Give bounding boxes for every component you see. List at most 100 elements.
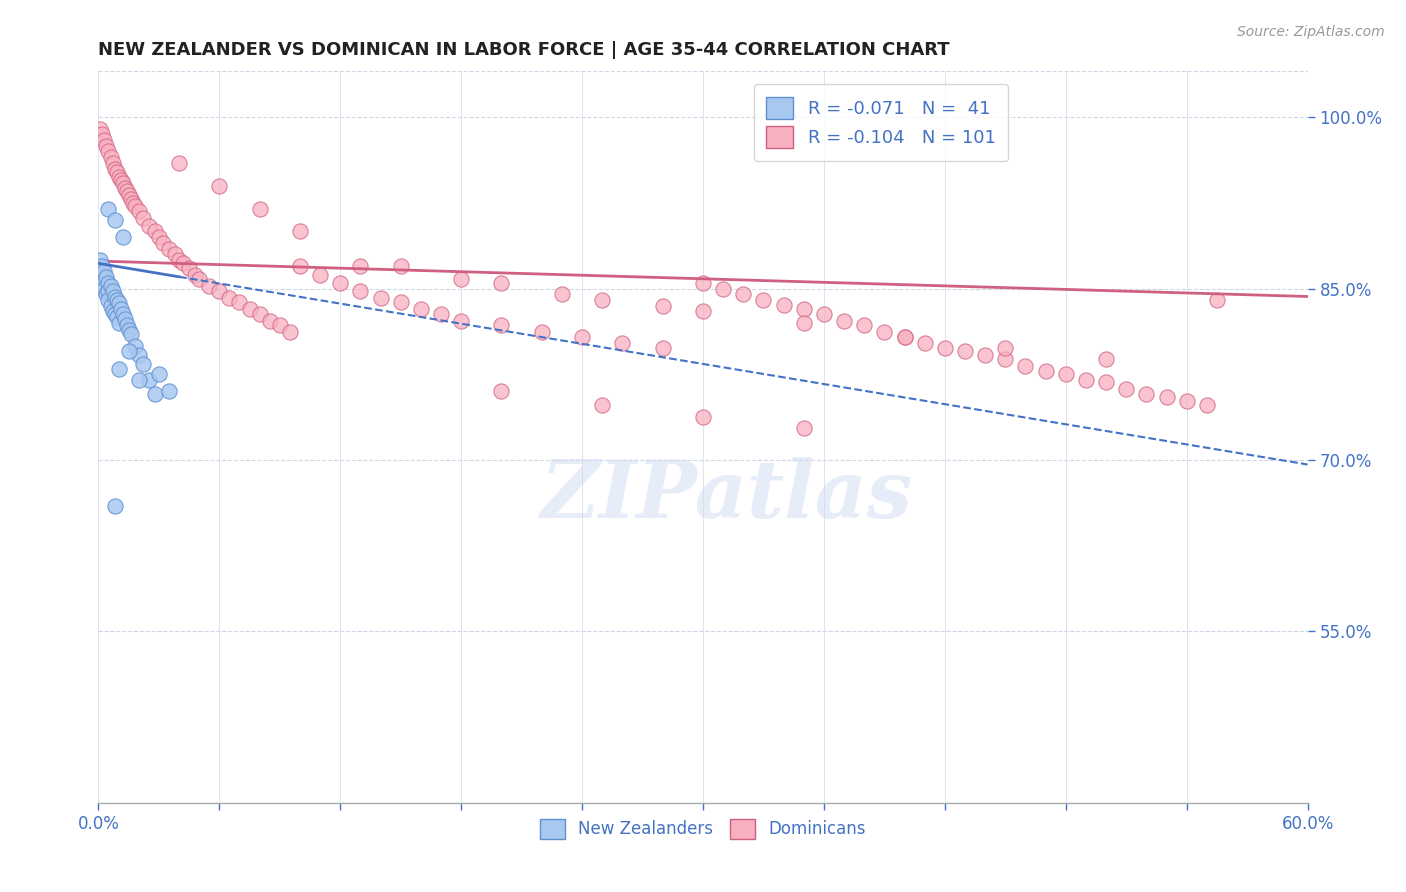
Point [711,281,734,295]
Point [115,185,138,199]
Point [128,203,150,218]
Point [103,307,125,321]
Point [96,287,118,301]
Point [1115,382,1137,396]
Point [93,264,115,278]
Point [103,499,125,513]
Point [893,329,915,343]
Point [100,150,122,164]
Point [491,318,513,332]
Point [97,284,120,298]
Point [91,259,114,273]
Point [591,293,613,307]
Point [100,299,122,313]
Point [813,307,835,321]
Point [121,195,143,210]
Point [793,302,815,317]
Point [120,327,142,342]
Point [853,318,876,332]
Point [118,344,141,359]
Point [97,276,120,290]
Point [651,341,673,355]
Point [163,247,186,261]
Point [1095,352,1118,367]
Point [692,276,714,290]
Point [450,272,472,286]
Point [733,287,755,301]
Point [138,219,160,233]
Point [409,302,432,317]
Point [370,291,392,305]
Point [167,156,190,170]
Point [103,289,125,303]
Point [97,145,120,159]
Point [111,307,134,321]
Point [551,287,574,301]
Point [832,313,855,327]
Point [172,256,194,270]
Point [249,307,271,321]
Point [612,336,634,351]
Point [120,193,142,207]
Point [430,307,453,321]
Point [89,252,111,267]
Point [114,181,136,195]
Point [100,279,122,293]
Point [152,235,174,250]
Point [491,276,513,290]
Point [111,177,134,191]
Point [1156,390,1178,404]
Point [793,421,815,435]
Point [91,127,114,141]
Point [288,259,311,273]
Point [167,252,190,267]
Point [934,341,956,355]
Point [309,268,332,282]
Point [101,156,124,170]
Point [103,161,125,176]
Point [128,373,150,387]
Point [228,295,250,310]
Point [184,268,207,282]
Point [491,384,513,399]
Point [132,357,155,371]
Point [103,213,125,227]
Point [89,270,111,285]
Point [111,230,134,244]
Point [218,291,240,305]
Point [692,409,714,424]
Point [118,323,141,337]
Point [249,202,271,216]
Point [752,293,775,307]
Point [1195,398,1218,412]
Point [124,199,146,213]
Point [1074,373,1097,387]
Point [105,310,128,324]
Point [329,276,352,290]
Point [157,384,180,399]
Point [349,284,371,298]
Point [873,325,896,339]
Point [269,318,291,332]
Point [96,270,118,285]
Point [93,281,115,295]
Point [591,398,613,412]
Point [994,352,1017,367]
Point [101,304,124,318]
Point [124,338,146,352]
Point [107,361,129,376]
Text: ZIPatlas: ZIPatlas [541,457,914,534]
Point [974,348,997,362]
Point [893,329,915,343]
Point [994,341,1017,355]
Point [132,211,155,225]
Point [93,133,115,147]
Point [110,173,132,187]
Point [115,318,138,332]
Point [157,242,180,256]
Point [179,260,201,275]
Point [138,373,160,387]
Text: Source: ZipAtlas.com: Source: ZipAtlas.com [1237,25,1385,39]
Point [1206,293,1229,307]
Point [101,284,124,298]
